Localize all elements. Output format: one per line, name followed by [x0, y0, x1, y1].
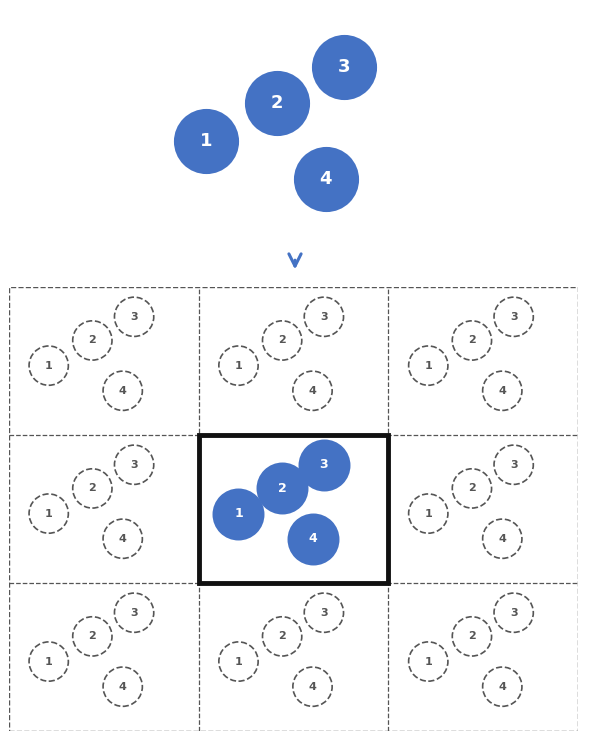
Point: [234, 656, 243, 668]
Point: [509, 606, 519, 618]
Point: [497, 533, 507, 545]
Text: 2: 2: [270, 94, 283, 112]
Text: 3: 3: [338, 58, 350, 76]
Text: 2: 2: [468, 483, 476, 493]
Text: 2: 2: [468, 336, 476, 345]
Text: 3: 3: [510, 608, 517, 618]
Text: 1: 1: [45, 656, 53, 666]
Text: 2: 2: [468, 631, 476, 642]
Point: [277, 483, 287, 495]
Text: 4: 4: [119, 386, 127, 396]
Point: [424, 656, 433, 668]
Text: 4: 4: [499, 386, 506, 396]
Point: [44, 360, 54, 372]
Point: [509, 459, 519, 471]
Text: 1: 1: [234, 507, 243, 520]
Point: [319, 459, 329, 471]
Text: 4: 4: [309, 682, 316, 692]
Point: [467, 334, 477, 346]
Point: [467, 483, 477, 495]
Point: [201, 135, 211, 147]
Point: [339, 61, 349, 73]
Point: [118, 533, 127, 545]
Text: 4: 4: [319, 170, 332, 188]
Text: 4: 4: [119, 682, 127, 692]
Point: [234, 507, 243, 519]
Point: [277, 334, 287, 346]
Point: [319, 311, 329, 323]
Point: [44, 507, 54, 519]
Text: 2: 2: [88, 336, 96, 345]
Point: [509, 311, 519, 323]
Text: 1: 1: [200, 132, 212, 150]
Text: 1: 1: [424, 360, 432, 371]
Text: 3: 3: [130, 608, 138, 618]
Text: 4: 4: [309, 386, 316, 396]
Text: 1: 1: [424, 509, 432, 518]
Point: [308, 533, 317, 545]
Point: [277, 630, 287, 642]
Point: [424, 360, 433, 372]
Point: [497, 680, 507, 692]
Point: [497, 385, 507, 397]
Text: 3: 3: [130, 312, 138, 322]
Point: [321, 173, 330, 185]
Point: [272, 97, 281, 109]
Point: [308, 680, 317, 692]
Text: 1: 1: [424, 656, 432, 666]
Text: 2: 2: [88, 483, 96, 493]
Point: [129, 459, 139, 471]
Text: 3: 3: [320, 608, 327, 618]
Text: 2: 2: [278, 631, 286, 642]
Point: [44, 656, 54, 668]
Text: 4: 4: [499, 533, 506, 544]
Text: 4: 4: [308, 532, 317, 545]
Text: 3: 3: [320, 312, 327, 322]
Point: [319, 606, 329, 618]
Point: [467, 630, 477, 642]
Text: 4: 4: [499, 682, 506, 692]
Text: 1: 1: [235, 360, 242, 371]
Text: 2: 2: [278, 482, 287, 495]
Point: [234, 360, 243, 372]
Point: [129, 311, 139, 323]
Point: [129, 606, 139, 618]
Point: [424, 507, 433, 519]
Point: [118, 680, 127, 692]
Point: [308, 385, 317, 397]
Text: 1: 1: [235, 656, 242, 666]
Text: 4: 4: [119, 533, 127, 544]
Point: [118, 385, 127, 397]
Text: 3: 3: [510, 460, 517, 470]
Text: 3: 3: [130, 460, 138, 470]
Point: [88, 483, 97, 495]
Text: 3: 3: [510, 312, 517, 322]
Point: [88, 334, 97, 346]
Point: [88, 630, 97, 642]
Text: 1: 1: [45, 509, 53, 518]
Text: 2: 2: [88, 631, 96, 642]
Text: 1: 1: [45, 360, 53, 371]
Text: 2: 2: [278, 336, 286, 345]
Text: 3: 3: [320, 458, 328, 471]
Bar: [199, 435, 388, 583]
